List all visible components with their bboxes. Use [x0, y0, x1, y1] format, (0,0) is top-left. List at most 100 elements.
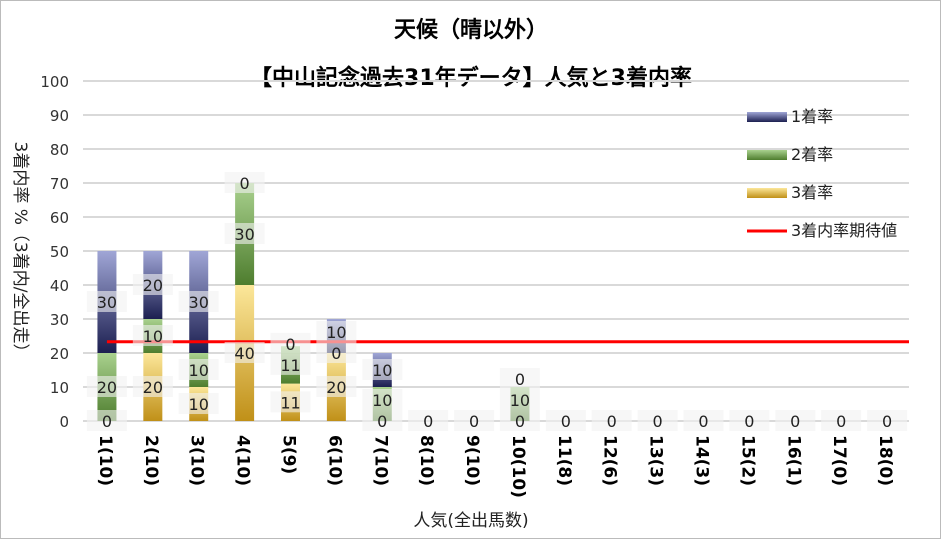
- y-tick-label: 80: [50, 141, 69, 159]
- data-label-bg: [637, 410, 678, 431]
- data-label-bg: [132, 325, 173, 346]
- data-label-bg: [362, 410, 403, 431]
- data-label-bg: [270, 332, 311, 354]
- data-label-bg: [499, 368, 540, 389]
- x-tick-label: 9(10): [462, 435, 482, 486]
- data-label: 11: [280, 393, 300, 412]
- data-label: 0: [698, 412, 708, 431]
- legend-label: 2着率: [791, 145, 833, 164]
- data-label: 0: [331, 344, 341, 363]
- data-label-bg: [224, 342, 265, 363]
- data-label: 0: [423, 412, 433, 431]
- data-label-bg: [867, 410, 908, 431]
- chart-title: 天候（晴以外）: [394, 17, 548, 43]
- data-label-bg: [270, 391, 311, 413]
- x-tick-label: 15(2): [737, 435, 757, 486]
- data-label: 11: [280, 356, 300, 375]
- x-tick-label: 10(10): [508, 435, 528, 498]
- data-label-bg: [86, 291, 127, 312]
- data-label: 0: [240, 174, 250, 193]
- data-label: 10: [143, 327, 163, 346]
- legend-label: 1着率: [791, 107, 833, 126]
- data-label: 0: [515, 412, 525, 431]
- y-tick-label: 10: [50, 379, 69, 397]
- data-label: 20: [97, 378, 117, 397]
- data-label-bg: [408, 410, 449, 431]
- x-tick-label: 13(3): [646, 435, 666, 486]
- y-tick-label: 90: [50, 107, 69, 125]
- data-label-bg: [178, 359, 219, 380]
- data-label-bg: [316, 376, 357, 397]
- data-label-bg: [499, 410, 540, 431]
- data-label-bg: [545, 410, 586, 431]
- data-label: 40: [234, 344, 254, 363]
- x-tick-label: 1(10): [95, 435, 115, 486]
- legend-swatch: [747, 188, 787, 198]
- x-tick-label: 17(0): [829, 435, 849, 486]
- data-label: 20: [326, 378, 346, 397]
- data-label-bg: [316, 321, 357, 342]
- legend-label: 3着率: [791, 183, 833, 202]
- y-tick-label: 30: [50, 311, 69, 329]
- data-label: 0: [790, 412, 800, 431]
- x-axis-label: 人気(全出馬数): [413, 511, 528, 531]
- data-label: 10: [372, 391, 392, 410]
- data-label-bg: [591, 410, 632, 431]
- data-label: 30: [189, 293, 209, 312]
- data-label-bg: [729, 410, 770, 431]
- data-label-bg: [362, 359, 403, 380]
- data-label-bg: [775, 410, 816, 431]
- data-label: 10: [372, 361, 392, 380]
- data-label: 0: [744, 412, 754, 431]
- x-tick-label: 8(10): [416, 435, 436, 486]
- data-label: 10: [189, 361, 209, 380]
- data-label: 0: [561, 412, 571, 431]
- data-label: 20: [143, 378, 163, 397]
- data-label-bg: [86, 376, 127, 397]
- data-label: 30: [97, 293, 117, 312]
- y-axis-label: 3着内率 %（3着内/全出走）: [10, 142, 30, 361]
- data-label-bg: [86, 410, 127, 431]
- data-label-bg: [821, 410, 862, 431]
- data-label-bg: [224, 223, 265, 244]
- data-label: 0: [377, 412, 387, 431]
- x-tick-label: 14(3): [692, 435, 712, 486]
- legend-swatch: [747, 150, 787, 160]
- legend-swatch: [747, 112, 787, 122]
- x-tick-label: 12(6): [600, 435, 620, 486]
- data-label-bg: [499, 389, 540, 410]
- legend-label: 3着内率期待値: [791, 221, 897, 240]
- x-tick-label: 7(10): [370, 435, 390, 486]
- data-label-bg: [270, 353, 311, 375]
- data-label-bg: [454, 410, 495, 431]
- data-label: 0: [515, 370, 525, 389]
- data-label: 30: [234, 225, 254, 244]
- data-label-bg: [316, 342, 357, 363]
- data-label-bg: [132, 274, 173, 295]
- data-label-bg: [178, 393, 219, 414]
- y-tick-label: 40: [50, 277, 69, 295]
- data-label-bg: [132, 376, 173, 397]
- data-label: 0: [607, 412, 617, 431]
- x-tick-label: 2(10): [141, 435, 161, 486]
- data-label-bg: [178, 291, 219, 312]
- data-label: 0: [285, 335, 295, 354]
- data-label: 10: [326, 323, 346, 342]
- data-label: 0: [836, 412, 846, 431]
- x-tick-label: 4(10): [233, 435, 253, 486]
- data-label: 0: [653, 412, 663, 431]
- y-tick-label: 0: [59, 413, 69, 431]
- x-tick-label: 5(9): [279, 435, 299, 474]
- y-tick-label: 70: [50, 175, 69, 193]
- y-tick-label: 20: [50, 345, 69, 363]
- data-label: 10: [510, 391, 530, 410]
- data-label-bg: [224, 172, 265, 193]
- x-tick-label: 16(1): [783, 435, 803, 486]
- y-tick-label: 100: [40, 73, 69, 91]
- x-tick-label: 3(10): [187, 435, 207, 486]
- data-label: 0: [469, 412, 479, 431]
- x-tick-label: 18(0): [875, 435, 895, 486]
- data-label-bg: [362, 389, 403, 410]
